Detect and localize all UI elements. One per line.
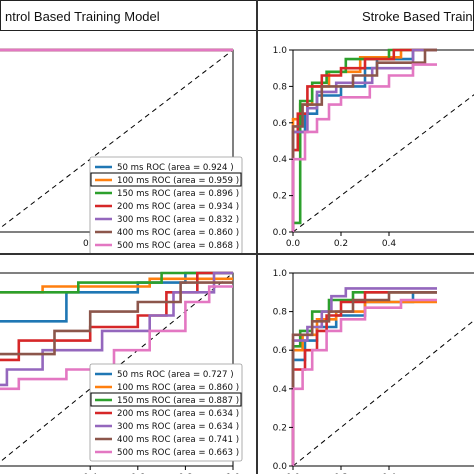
chart-panel-2: 0.0 0.2 0.4 0.0 0.2 0.4 0.6 0.8 1.0 (273, 46, 474, 249)
roc-curve-5 (0, 271, 233, 387)
chart-panel-3: 0.40.60.81.050 ms ROC (area = 0.727 )100… (0, 271, 243, 474)
chance-diagonal (292, 94, 474, 233)
roc-curve-6 (291, 48, 437, 232)
chart-panel-1: 0.40.60.81.050 ms ROC (area = 0.924 )100… (0, 48, 243, 253)
roc-curve-6 (0, 281, 233, 356)
legend-highlight (90, 172, 242, 187)
y-tick-label: 0.4 (273, 155, 288, 165)
roc-curve-3 (0, 271, 233, 294)
legend-box (89, 363, 243, 462)
legend-label: 200 ms ROC (area = 0.634 ) (117, 409, 239, 419)
legend-label: 100 ms ROC (area = 0.959 ) (117, 176, 239, 186)
legend-label: 300 ms ROC (area = 0.634 ) (117, 422, 239, 432)
roc-curve-7 (0, 285, 233, 391)
legend-label: 400 ms ROC (area = 0.860 ) (117, 228, 239, 238)
legend-box (89, 156, 243, 253)
vertical-divider (256, 0, 258, 474)
roc-curve-6 (291, 290, 437, 466)
legend-label: 400 ms ROC (area = 0.741 ) (117, 435, 239, 445)
legend-label: 500 ms ROC (area = 0.868 ) (117, 241, 239, 251)
right-panel-header: Stroke Based Traini (257, 0, 474, 31)
legend-label: 50 ms ROC (area = 0.924 ) (117, 163, 234, 173)
chart-panel-4: 0.00.20.40.00.20.40.60.81.0 (273, 269, 474, 474)
y-tick-label: 0.0 (273, 462, 288, 472)
y-tick-label: 0.6 (273, 346, 288, 356)
y-tick-label: 0.8 (273, 308, 288, 318)
roc-curve-3 (291, 290, 437, 466)
roc-curve-1 (291, 48, 437, 232)
y-tick-label: 1.0 (273, 269, 288, 279)
x-tick-label: 0.0 (286, 239, 301, 249)
roc-curve-5 (291, 287, 437, 466)
chance-diagonal (0, 49, 234, 229)
axes-frame (292, 49, 474, 233)
left-panel-title: ntrol Based Training Model (5, 9, 160, 24)
roc-curve-2 (0, 277, 233, 294)
legend-label: 100 ms ROC (area = 0.860 ) (117, 383, 239, 393)
legend-label: 500 ms ROC (area = 0.663 ) (117, 448, 239, 458)
y-tick-label: 0.0 (273, 228, 288, 238)
x-tick-label: 0.4 (382, 239, 397, 249)
y-tick-label: 0.6 (273, 119, 288, 129)
legend-label: 150 ms ROC (area = 0.887 ) (117, 396, 239, 406)
roc-curve-7 (291, 63, 437, 232)
legend-label: 50 ms ROC (area = 0.727 ) (117, 370, 234, 380)
chance-diagonal (292, 319, 474, 467)
y-tick-label: 0.2 (273, 192, 287, 202)
y-tick-label: 0.4 (273, 385, 288, 395)
y-tick-label: 0.8 (273, 82, 288, 92)
left-panel-header: ntrol Based Training Model (0, 0, 257, 31)
legend-label: 200 ms ROC (area = 0.934 ) (117, 202, 239, 212)
horizontal-divider (0, 253, 474, 255)
legend-label: 300 ms ROC (area = 0.832 ) (117, 215, 239, 225)
legend-label: 150 ms ROC (area = 0.896 ) (117, 189, 239, 199)
roc-curve-4 (0, 271, 233, 362)
right-panel-title: Stroke Based Traini (362, 9, 474, 24)
y-tick-label: 1.0 (273, 46, 288, 56)
roc-curve-4 (291, 48, 437, 232)
legend-highlight (90, 392, 242, 407)
y-tick-label: 0.2 (273, 423, 287, 433)
x-tick-label: 0.2 (334, 239, 348, 249)
roc-curve-7 (291, 298, 437, 466)
